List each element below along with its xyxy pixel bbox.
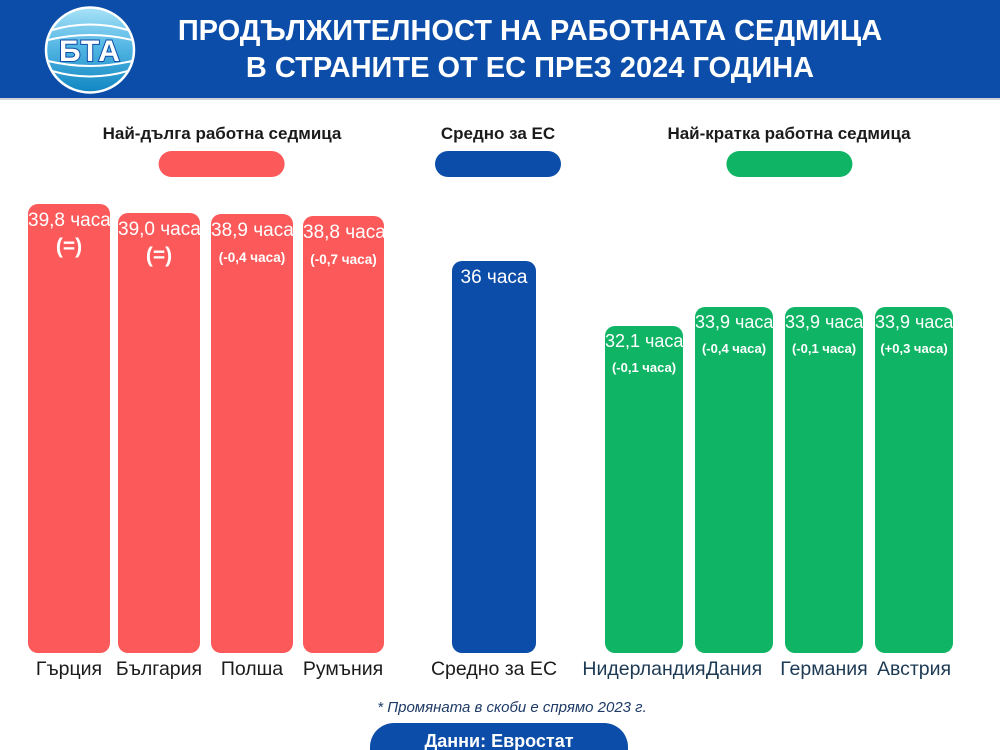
bar-change: (-0,1 часа) [611, 360, 677, 375]
bar-value: 39,8 часа [28, 210, 111, 231]
legend-label: Средно за ЕС [440, 124, 556, 143]
title-line-2: В СТРАНИТЕ ОТ ЕС ПРЕЗ 2024 ГОДИНА [245, 52, 815, 84]
label-denmark: Дания [705, 658, 763, 680]
bar-greece: 39,8 часа (=) [28, 204, 111, 653]
label-netherlands: Нидерландия [582, 658, 706, 680]
bar-romania: 38,8 часа (-0,7 часа) [303, 216, 386, 653]
bar-change: (-0,1 часа) [791, 341, 857, 356]
bar-eu-average: 36 часа [452, 261, 536, 653]
legend-label: Най-дълга работна седмица [102, 124, 342, 143]
bar-change: (=) [55, 235, 83, 258]
bar-austria: 33,9 часа (+0,3 часа) [875, 307, 953, 653]
bar-netherlands: 32,1 часа (-0,1 часа) [605, 326, 683, 653]
bar-value: 32,1 часа [605, 331, 684, 351]
title-line-1: ПРОДЪЛЖИТЕЛНОСТ НА РАБОТНАТА СЕДМИЦА [177, 15, 883, 47]
label-germany: Германия [780, 658, 868, 680]
bta-logo-text: БТА [59, 35, 121, 68]
bar-value: 38,8 часа [303, 222, 386, 243]
bar-change: (-0,7 часа) [310, 252, 377, 267]
page-title: ПРОДЪЛЖИТЕЛНОСТ НА РАБОТНАТА СЕДМИЦА В С… [60, 0, 1000, 100]
bar-bulgaria: 39,0 часа (=) [118, 213, 201, 653]
header: БТА ПРОДЪЛЖИТЕЛНОСТ НА РАБОТНАТА СЕДМИЦА… [0, 0, 1000, 100]
bar-change: (=) [145, 244, 173, 267]
legend-label: Най-кратка работна седмица [667, 124, 911, 143]
bta-logo-icon: БТА [44, 6, 136, 94]
legend-swatch-green [726, 151, 852, 177]
label-romania: Румъния [302, 658, 384, 680]
label-bulgaria: България [115, 658, 203, 680]
bar-poland: 38,9 часа (-0,4 часа) [211, 214, 294, 653]
legend-swatch-blue [435, 151, 561, 177]
bar-change: (+0,3 часа) [880, 341, 948, 356]
bar-value: 36 часа [460, 267, 528, 288]
bar-value: 38,9 часа [211, 220, 294, 241]
bar-value: 33,9 часа [875, 312, 954, 332]
legend-eu-average: Средно за ЕС [435, 124, 561, 177]
footnote: * Промяната в скоби е спрямо 2023 г. [377, 699, 647, 716]
bar-denmark: 33,9 часа (-0,4 часа) [695, 307, 773, 653]
label-poland: Полша [220, 658, 284, 680]
bar-value: 33,9 часа [785, 312, 864, 332]
bar-change: (-0,4 часа) [218, 250, 286, 265]
label-greece: Гърция [35, 658, 103, 680]
legend-swatch-red [159, 151, 285, 177]
label-eu-average: Средно за ЕС [430, 658, 558, 680]
bar-germany: 33,9 часа (-0,1 часа) [785, 307, 863, 653]
data-source-badge: Данни: Евростат [370, 723, 628, 750]
bar-value: 39,0 часа [118, 219, 201, 240]
label-austria: Австрия [876, 658, 952, 680]
legend-longest-week: Най-дълга работна седмица [102, 124, 342, 177]
bar-value: 33,9 часа [695, 312, 774, 332]
legend-shortest-week: Най-кратка работна седмица [667, 124, 911, 177]
bar-change: (-0,4 часа) [701, 341, 767, 356]
